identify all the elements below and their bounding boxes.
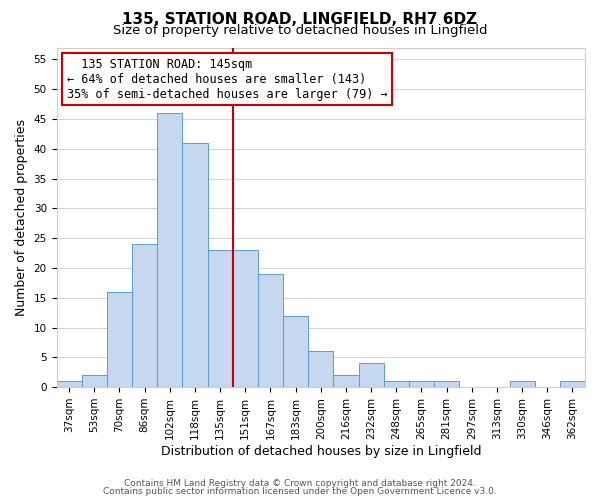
Bar xyxy=(233,250,258,387)
Bar xyxy=(132,244,157,387)
Bar xyxy=(82,375,107,387)
Bar xyxy=(308,352,334,387)
Bar xyxy=(56,381,82,387)
Text: 135, STATION ROAD, LINGFIELD, RH7 6DZ: 135, STATION ROAD, LINGFIELD, RH7 6DZ xyxy=(122,12,478,28)
Bar xyxy=(560,381,585,387)
Bar xyxy=(509,381,535,387)
Bar xyxy=(208,250,233,387)
Y-axis label: Number of detached properties: Number of detached properties xyxy=(15,119,28,316)
Bar xyxy=(157,113,182,387)
Bar xyxy=(107,292,132,387)
Text: 135 STATION ROAD: 145sqm
← 64% of detached houses are smaller (143)
35% of semi-: 135 STATION ROAD: 145sqm ← 64% of detach… xyxy=(67,58,388,100)
Text: Contains public sector information licensed under the Open Government Licence v3: Contains public sector information licen… xyxy=(103,487,497,496)
Text: Size of property relative to detached houses in Lingfield: Size of property relative to detached ho… xyxy=(113,24,487,37)
Bar xyxy=(258,274,283,387)
Bar xyxy=(334,375,359,387)
Bar xyxy=(182,143,208,387)
Bar xyxy=(409,381,434,387)
Bar xyxy=(434,381,459,387)
X-axis label: Distribution of detached houses by size in Lingfield: Distribution of detached houses by size … xyxy=(161,444,481,458)
Bar xyxy=(359,364,383,387)
Bar xyxy=(383,381,409,387)
Bar xyxy=(283,316,308,387)
Text: Contains HM Land Registry data © Crown copyright and database right 2024.: Contains HM Land Registry data © Crown c… xyxy=(124,478,476,488)
